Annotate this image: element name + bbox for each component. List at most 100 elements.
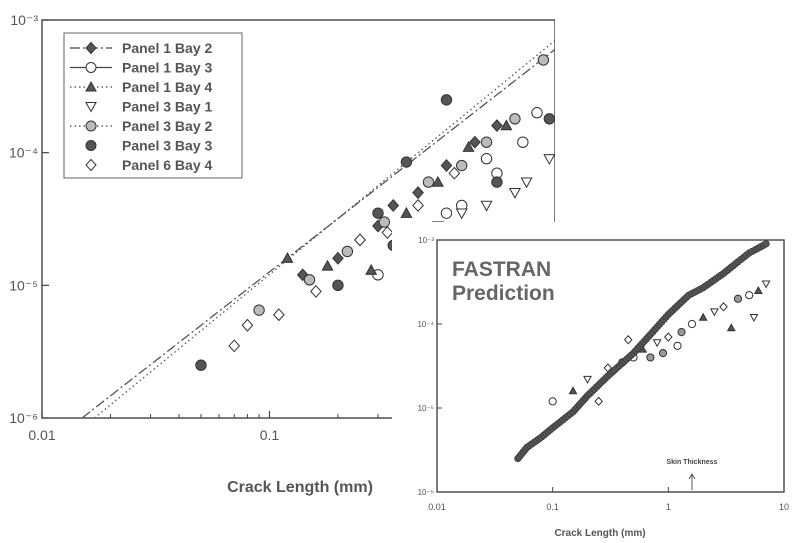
- main-data-points: [195, 54, 556, 371]
- point-panel-6-bay-4: [412, 198, 424, 212]
- inset-test-point: [726, 323, 736, 332]
- point-panel-1-bay-2: [412, 186, 424, 200]
- inset-x-axis-label: Crack Length (mm): [554, 528, 645, 539]
- legend-marker-panel-1-bay-3: [85, 62, 97, 73]
- main-chart: 0.010.11 10⁻⁶10⁻⁵10⁻⁴10⁻³ Crack Length (…: [9, 12, 556, 496]
- point-panel-1-bay-2: [387, 198, 400, 212]
- point-panel-1-bay-4: [462, 140, 475, 152]
- main-x-axis-label: Crack Length (mm): [227, 479, 373, 496]
- point-panel-3-bay-2: [303, 274, 316, 286]
- inset-y-tick-label: 10⁻³: [418, 236, 434, 245]
- point-panel-1-bay-3: [517, 136, 529, 148]
- inset-prediction-point: [762, 240, 770, 248]
- point-panel-3-bay-2: [378, 216, 391, 228]
- legend-marker-panel-1-bay-4: [85, 80, 97, 92]
- inset-y-tick-label: 10⁻⁶: [418, 488, 434, 497]
- point-panel-6-bay-4: [310, 284, 322, 298]
- point-panel-1-bay-4: [365, 263, 378, 275]
- point-panel-1-bay-2: [332, 251, 344, 265]
- inset-test-point: [623, 335, 633, 345]
- inset-plot-frame: [436, 239, 785, 493]
- inset-test-point: [733, 294, 743, 303]
- point-panel-3-bay-2: [253, 304, 265, 316]
- inset-test-point: [761, 280, 771, 289]
- point-panel-3-bay-3: [491, 176, 503, 188]
- legend-label-panel-1-bay-3: Panel 1 Bay 3: [122, 60, 212, 76]
- inset-test-point: [548, 397, 557, 406]
- inset-x-tick-label: 10: [779, 502, 789, 512]
- inset-y-ticks: 10⁻⁶ 10⁻⁵ 10⁻⁴ 10⁻³: [417, 236, 442, 497]
- point-panel-3-bay-2: [341, 245, 354, 258]
- main-y-tick-label: 10⁻⁶: [9, 410, 38, 426]
- point-panel-1-bay-3: [531, 107, 543, 119]
- main-y-ticks: 10⁻⁶ 10⁻⁵ 10⁻⁴ 10⁻³: [9, 12, 49, 426]
- point-panel-3-bay-1: [520, 177, 533, 189]
- point-panel-1-bay-3: [440, 207, 453, 219]
- inset-test-point: [664, 332, 673, 342]
- inset-test-point: [583, 375, 592, 384]
- point-panel-3-bay-1: [508, 187, 521, 199]
- main-fit-lines: [81, 40, 556, 419]
- inset-test-point: [652, 339, 662, 348]
- main-legend: Panel 1 Bay 2 Panel 1 Bay 3 Panel 1 Bay 4 P…: [63, 32, 243, 179]
- legend-label-panel-1-bay-2: Panel 1 Bay 2: [122, 40, 212, 56]
- point-panel-3-bay-3: [400, 156, 413, 168]
- legend-marker-panel-6-bay-4: [85, 158, 97, 172]
- main-x-tick-label: 0.1: [260, 427, 280, 443]
- main-x-tick-label: 0.01: [28, 427, 55, 443]
- point-panel-1-bay-4: [500, 119, 513, 131]
- point-panel-1-bay-2: [469, 135, 481, 149]
- inset-title-line-2: Prediction: [452, 282, 555, 305]
- point-panel-6-bay-4: [448, 166, 461, 180]
- legend-marker-panel-3-bay-1: [85, 102, 97, 113]
- point-panel-3-bay-3: [440, 94, 453, 106]
- legend-label-panel-6-bay-4: Panel 6 Bay 4: [122, 157, 212, 173]
- inset-test-point: [658, 349, 668, 358]
- inset-x-tick-label: 1: [666, 502, 671, 512]
- point-panel-1-bay-4: [431, 175, 444, 187]
- inset-x-ticks: 0.01 0.1 1 10: [428, 487, 789, 512]
- inset-test-point: [753, 285, 763, 294]
- point-panel-3-bay-3: [543, 113, 556, 125]
- legend-marker-panel-1-bay-2: [85, 41, 97, 55]
- point-panel-1-bay-4: [281, 252, 294, 263]
- legend-marker-panel-3-bay-2: [85, 120, 97, 132]
- point-panel-3-bay-2: [480, 136, 493, 148]
- inset-test-point: [677, 328, 686, 337]
- point-panel-1-bay-2: [491, 119, 503, 133]
- inset-y-tick-label: 10⁻⁵: [418, 404, 434, 413]
- main-y-tick-label: 10⁻³: [10, 12, 38, 28]
- legend-label-panel-3-bay-2: Panel 3 Bay 2: [122, 118, 212, 134]
- point-panel-3-bay-3: [195, 359, 207, 371]
- inset-test-point: [719, 302, 728, 312]
- inset-test-point: [709, 308, 719, 317]
- point-panel-3-bay-2: [509, 113, 521, 125]
- legend-label-panel-3-bay-3: Panel 3 Bay 3: [122, 138, 212, 154]
- main-fit-line: [94, 40, 556, 419]
- inset-test-point: [594, 396, 603, 407]
- main-fit-line: [81, 48, 556, 419]
- point-panel-1-bay-4: [321, 259, 334, 271]
- point-panel-3-bay-2: [422, 176, 435, 188]
- inset-test-point: [745, 291, 754, 300]
- legend-label-panel-1-bay-4: Panel 1 Bay 4: [122, 79, 212, 95]
- inset-chart: FASTRAN Prediction 0.01 0.1 1 10 10⁻⁶10⁻⁵10…: [392, 222, 796, 540]
- main-y-tick-label: 10⁻⁵: [9, 277, 38, 293]
- inset-test-point: [698, 312, 708, 321]
- point-panel-3-bay-3: [332, 279, 344, 292]
- point-panel-6-bay-4: [354, 233, 366, 247]
- point-panel-6-bay-4: [241, 318, 254, 332]
- point-panel-6-bay-4: [381, 226, 394, 240]
- skin-thickness-annotation: Skin Thickness: [666, 459, 718, 490]
- inset-title-line-1: FASTRAN: [452, 258, 551, 281]
- point-panel-3-bay-2: [537, 54, 550, 66]
- inset-test-point: [673, 341, 682, 350]
- inset-y-tick-label: 10⁻⁴: [417, 320, 434, 329]
- inset-test-point: [568, 386, 578, 395]
- inset-test-point: [646, 353, 655, 362]
- legend-marker-panel-3-bay-3: [85, 140, 97, 151]
- skin-thickness-label: Skin Thickness: [666, 459, 717, 466]
- inset-test-point: [687, 319, 697, 329]
- legend-label-panel-3-bay-1: Panel 3 Bay 1: [122, 99, 212, 115]
- main-y-tick-label: 10⁻⁴: [9, 145, 38, 161]
